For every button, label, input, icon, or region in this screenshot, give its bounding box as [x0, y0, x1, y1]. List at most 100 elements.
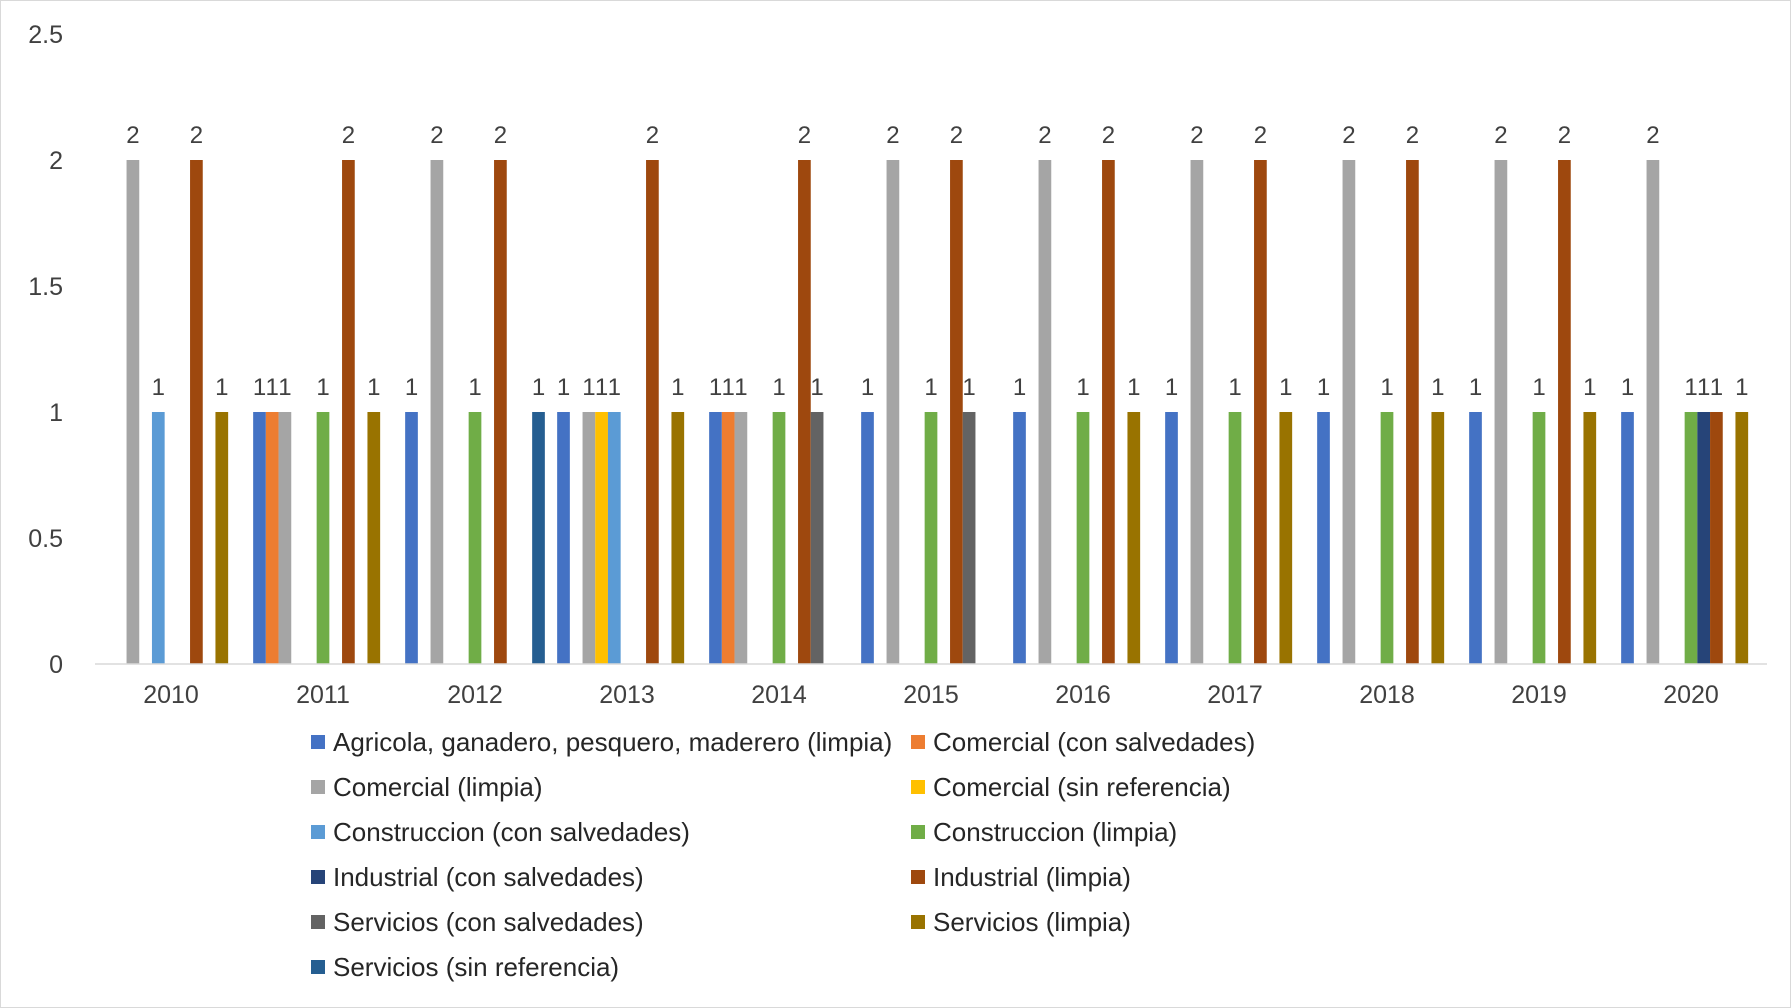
bar: [215, 412, 229, 664]
data-label: 1: [557, 374, 570, 401]
bar: [721, 412, 735, 664]
data-label: 1: [1228, 374, 1241, 401]
data-label: 1: [1317, 374, 1330, 401]
bar: [709, 412, 722, 664]
bar: [1646, 160, 1660, 664]
data-label: 2: [950, 122, 963, 149]
data-label: 1: [266, 374, 279, 401]
data-label: 1: [734, 374, 747, 401]
bar: [886, 160, 900, 664]
bar: [151, 412, 165, 664]
data-label: 2: [646, 122, 659, 149]
legend-label: Agricola, ganadero, pesquero, maderero (…: [333, 726, 893, 757]
legend-label: Comercial (sin referencia): [933, 771, 1231, 802]
data-label: 1: [215, 374, 228, 401]
data-label: 1: [468, 374, 481, 401]
bar: [1317, 412, 1330, 664]
legend-label: Servicios (limpia): [933, 906, 1131, 937]
bar: [494, 160, 507, 664]
data-label: 2: [1102, 122, 1115, 149]
bar: [607, 412, 621, 664]
data-label: 2: [494, 122, 507, 149]
bar: [405, 412, 418, 664]
data-label: 2: [1342, 122, 1355, 149]
legend-swatch: [311, 870, 325, 884]
data-label: 1: [1431, 374, 1444, 401]
bar: [342, 160, 355, 664]
bar: [671, 412, 685, 664]
bar: [532, 412, 545, 664]
bar: [190, 160, 203, 664]
bar: [265, 412, 279, 664]
data-label: 1: [1380, 374, 1393, 401]
data-label: 1: [253, 374, 266, 401]
legend-label: Industrial (con salvedades): [333, 861, 644, 892]
data-label: 2: [1558, 122, 1571, 149]
bar: [1494, 160, 1508, 664]
bar: [646, 160, 659, 664]
bar: [1102, 160, 1115, 664]
data-label: 1: [1127, 374, 1140, 401]
bar: [316, 412, 330, 664]
bar: [557, 412, 570, 664]
data-label: 1: [1684, 374, 1697, 401]
data-label: 2: [342, 122, 355, 149]
data-label: 1: [405, 374, 418, 401]
bar: [253, 412, 266, 664]
data-label: 2: [1494, 122, 1507, 149]
legend-item: Servicios (sin referencia): [311, 952, 619, 982]
data-label: 2: [126, 122, 139, 149]
bar: [367, 412, 381, 664]
data-label: 1: [962, 374, 975, 401]
data-label: 2: [1190, 122, 1203, 149]
bars-layer: [126, 160, 1749, 664]
bar: [278, 412, 292, 664]
bar: [1165, 412, 1178, 664]
x-tick-label: 2017: [1207, 681, 1263, 709]
data-label: 1: [722, 374, 735, 401]
bar: [1583, 412, 1597, 664]
data-label: 1: [772, 374, 785, 401]
legend-item: Servicios (con salvedades): [311, 907, 644, 937]
legend-label: Comercial (con salvedades): [933, 726, 1256, 757]
data-label: 1: [1279, 374, 1292, 401]
legend-swatch: [311, 825, 325, 839]
bar: [1621, 412, 1634, 664]
data-label: 2: [190, 122, 203, 149]
legend-swatch: [911, 825, 925, 839]
bar: [1254, 160, 1267, 664]
data-label: 1: [532, 374, 545, 401]
x-tick-label: 2010: [143, 681, 199, 709]
bar: [1558, 160, 1571, 664]
legend-item: Industrial (con salvedades): [311, 862, 644, 892]
bar: [1735, 412, 1749, 664]
data-label: 1: [152, 374, 165, 401]
legend-label: Construccion (limpia): [933, 816, 1178, 847]
data-label: 1: [1076, 374, 1089, 401]
legend-item: Industrial (limpia): [911, 862, 1131, 892]
bar: [1279, 412, 1293, 664]
data-label: 1: [367, 374, 380, 401]
data-label: 1: [1621, 374, 1634, 401]
bar: [810, 412, 824, 664]
data-label: 1: [810, 374, 823, 401]
bar: [1342, 160, 1356, 664]
data-label: 1: [1165, 374, 1178, 401]
legend-label: Servicios (sin referencia): [333, 951, 620, 982]
y-axis-tick-labels: 0 0.5 1 1.5 2 2.5: [28, 21, 63, 679]
legend-item: Comercial (limpia): [311, 772, 542, 802]
bar: [798, 160, 811, 664]
data-label: 1: [278, 374, 291, 401]
x-tick-label: 2019: [1511, 681, 1567, 709]
legend-item: Comercial (sin referencia): [911, 772, 1231, 802]
bar: [430, 160, 444, 664]
data-label: 1: [608, 374, 621, 401]
data-label: 1: [1697, 374, 1710, 401]
x-tick-label: 2014: [751, 681, 807, 709]
bar: [1038, 160, 1052, 664]
bar: [468, 412, 482, 664]
bar: [1228, 412, 1242, 664]
y-tick-label: 1.5: [28, 273, 63, 301]
legend-swatch: [911, 870, 925, 884]
